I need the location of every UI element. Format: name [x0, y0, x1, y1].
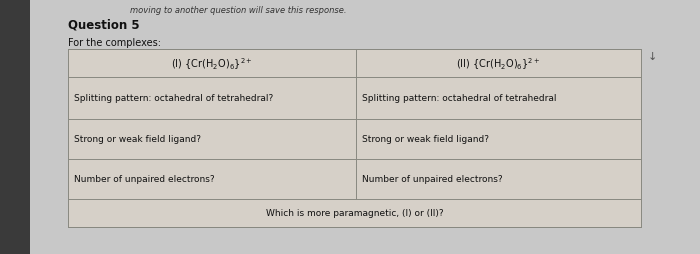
Text: Number of unpaired electrons?: Number of unpaired electrons?: [74, 175, 214, 184]
Text: Splitting pattern: octahedral of tetrahedral?: Splitting pattern: octahedral of tetrahe…: [74, 94, 273, 103]
Text: ↓: ↓: [648, 52, 657, 62]
Text: Strong or weak field ligand?: Strong or weak field ligand?: [362, 135, 489, 144]
Text: moving to another question will save this response.: moving to another question will save thi…: [130, 6, 346, 15]
Text: Number of unpaired electrons?: Number of unpaired electrons?: [362, 175, 502, 184]
Text: Question 5: Question 5: [68, 18, 139, 31]
Text: For the complexes:: For the complexes:: [68, 38, 161, 48]
Text: (I) {Cr(H$_2$O)$_6$}$^{2+}$: (I) {Cr(H$_2$O)$_6$}$^{2+}$: [172, 56, 253, 72]
Text: Splitting pattern: octahedral of tetrahedral: Splitting pattern: octahedral of tetrahe…: [362, 94, 556, 103]
Text: Which is more paramagnetic, (I) or (II)?: Which is more paramagnetic, (I) or (II)?: [266, 209, 443, 218]
Text: (II) {Cr(H$_2$O)$_6$}$^{2+}$: (II) {Cr(H$_2$O)$_6$}$^{2+}$: [456, 56, 540, 72]
Text: Strong or weak field ligand?: Strong or weak field ligand?: [74, 135, 201, 144]
